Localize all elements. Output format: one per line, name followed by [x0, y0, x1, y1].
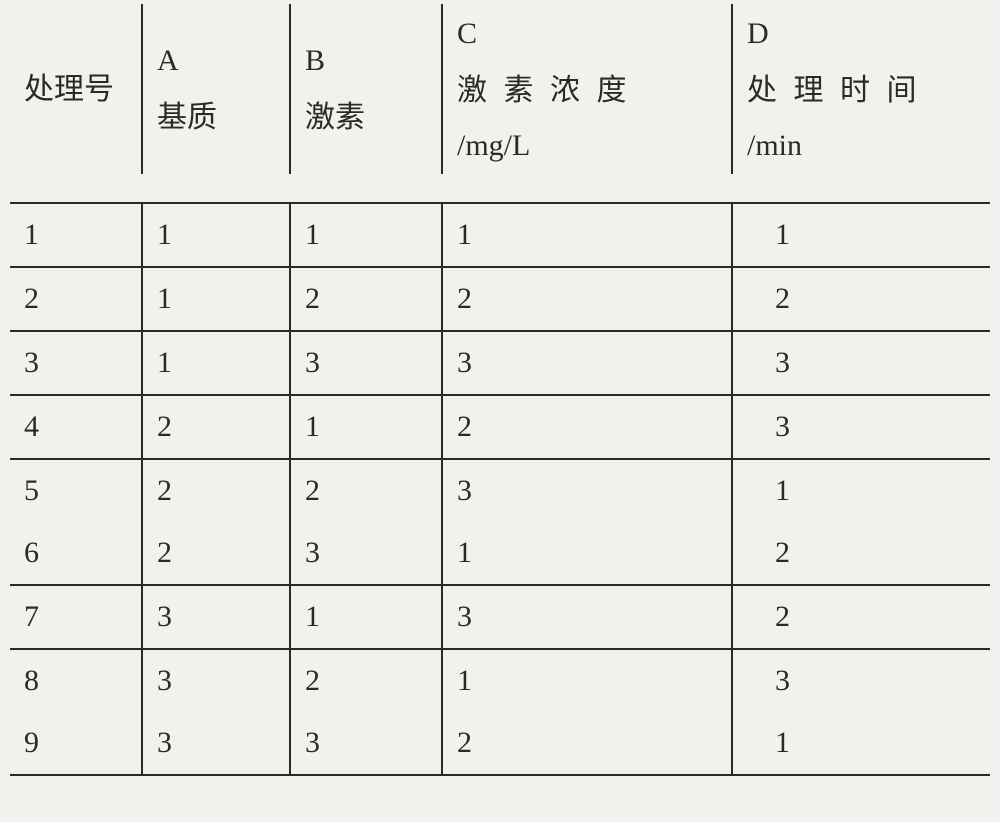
- cell: 9: [10, 712, 142, 775]
- table-row: 4 2 1 2 3: [10, 395, 990, 459]
- table-row: 3 1 3 3 3: [10, 331, 990, 395]
- cell: 8: [10, 649, 142, 712]
- cell: 1: [142, 267, 290, 331]
- col-header-num: 处理号: [10, 4, 142, 174]
- cell: 2: [442, 712, 732, 775]
- cell: 3: [142, 649, 290, 712]
- cell: 3: [442, 459, 732, 522]
- col-label: 激素浓度: [457, 65, 717, 116]
- cell: 2: [142, 395, 290, 459]
- table-row: 6 2 3 1 2: [10, 522, 990, 585]
- cell: 3: [142, 585, 290, 649]
- table-header-row: 处理号 A 基质 B 激素 C 激素浓度 /mg/L D 处理时间 /min: [10, 4, 990, 174]
- cell: 2: [10, 267, 142, 331]
- orthogonal-table: 处理号 A 基质 B 激素 C 激素浓度 /mg/L D 处理时间 /min: [10, 4, 990, 776]
- table-row: 9 3 3 2 1: [10, 712, 990, 775]
- cell: 2: [732, 267, 990, 331]
- cell: 3: [442, 331, 732, 395]
- col-unit: /min: [747, 120, 976, 171]
- cell: 3: [142, 712, 290, 775]
- cell: 4: [10, 395, 142, 459]
- col-letter: D: [747, 8, 976, 59]
- table-row: 7 3 1 3 2: [10, 585, 990, 649]
- cell: 5: [10, 459, 142, 522]
- table-row: 2 1 2 2 2: [10, 267, 990, 331]
- col-label: 处理时间: [747, 65, 976, 116]
- col-letter: A: [157, 35, 275, 86]
- cell: 2: [732, 585, 990, 649]
- col-unit: /mg/L: [457, 120, 717, 171]
- cell: 1: [290, 395, 442, 459]
- col-label: 处理号: [24, 73, 114, 106]
- cell: 2: [290, 267, 442, 331]
- cell: 3: [732, 331, 990, 395]
- table-row: 5 2 2 3 1: [10, 459, 990, 522]
- cell: 3: [290, 712, 442, 775]
- col-letter: B: [305, 35, 427, 86]
- cell: 7: [10, 585, 142, 649]
- cell: 6: [10, 522, 142, 585]
- cell: 3: [10, 331, 142, 395]
- col-letter: C: [457, 8, 717, 59]
- cell: 1: [442, 522, 732, 585]
- col-header-C: C 激素浓度 /mg/L: [442, 4, 732, 174]
- cell: 3: [290, 331, 442, 395]
- cell: 1: [732, 712, 990, 775]
- col-header-A: A 基质: [142, 4, 290, 174]
- cell: 2: [732, 522, 990, 585]
- col-header-B: B 激素: [290, 4, 442, 174]
- cell: 3: [290, 522, 442, 585]
- cell: 3: [732, 649, 990, 712]
- cell: 1: [442, 649, 732, 712]
- cell: 1: [290, 585, 442, 649]
- cell: 1: [732, 203, 990, 267]
- cell: 3: [732, 395, 990, 459]
- table-row: 8 3 2 1 3: [10, 649, 990, 712]
- table-container: 处理号 A 基质 B 激素 C 激素浓度 /mg/L D 处理时间 /min: [0, 0, 1000, 822]
- cell: 1: [142, 203, 290, 267]
- cell: 1: [442, 203, 732, 267]
- cell: 1: [732, 459, 990, 522]
- cell: 1: [10, 203, 142, 267]
- cell: 1: [290, 203, 442, 267]
- table-row: 1 1 1 1 1: [10, 203, 990, 267]
- col-header-D: D 处理时间 /min: [732, 4, 990, 174]
- header-body-gap: [10, 174, 990, 203]
- cell: 2: [142, 522, 290, 585]
- col-label: 基质: [157, 101, 217, 134]
- cell: 2: [442, 395, 732, 459]
- cell: 2: [290, 649, 442, 712]
- cell: 3: [442, 585, 732, 649]
- col-label: 激素: [305, 101, 365, 134]
- cell: 2: [142, 459, 290, 522]
- cell: 2: [442, 267, 732, 331]
- cell: 2: [290, 459, 442, 522]
- cell: 1: [142, 331, 290, 395]
